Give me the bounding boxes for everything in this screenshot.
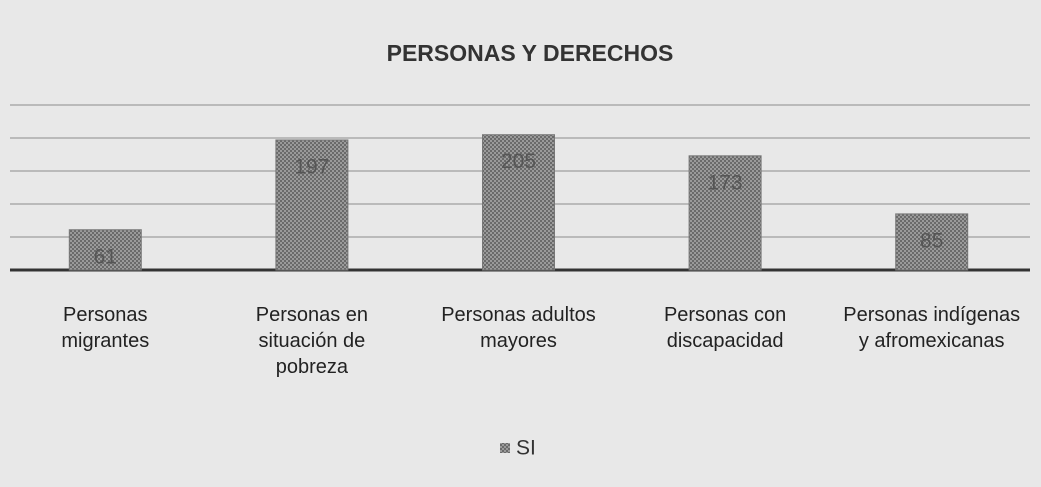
bar	[688, 155, 762, 271]
data-label: 173	[708, 171, 743, 194]
bar	[895, 213, 969, 271]
x-tick-label: Personas indígenas y afromexicanas	[843, 304, 1021, 352]
bar	[275, 139, 349, 271]
chart-title: PERSONAS Y DERECHOS	[387, 40, 674, 66]
x-tick-label: Personas adultos mayores	[441, 304, 596, 352]
legend-label: SI	[516, 437, 536, 460]
data-label: 61	[94, 245, 117, 268]
legend-swatch	[500, 443, 510, 453]
x-tick-label: Personas en situación de pobreza	[255, 304, 369, 378]
bar	[68, 229, 142, 271]
data-label: 85	[920, 229, 943, 252]
data-label: 197	[294, 156, 329, 179]
bar	[482, 134, 555, 271]
x-tick-label: Personas con discapacidad	[663, 304, 787, 352]
x-tick-label: Personas migrantes	[61, 304, 150, 352]
data-label: 205	[501, 150, 536, 173]
